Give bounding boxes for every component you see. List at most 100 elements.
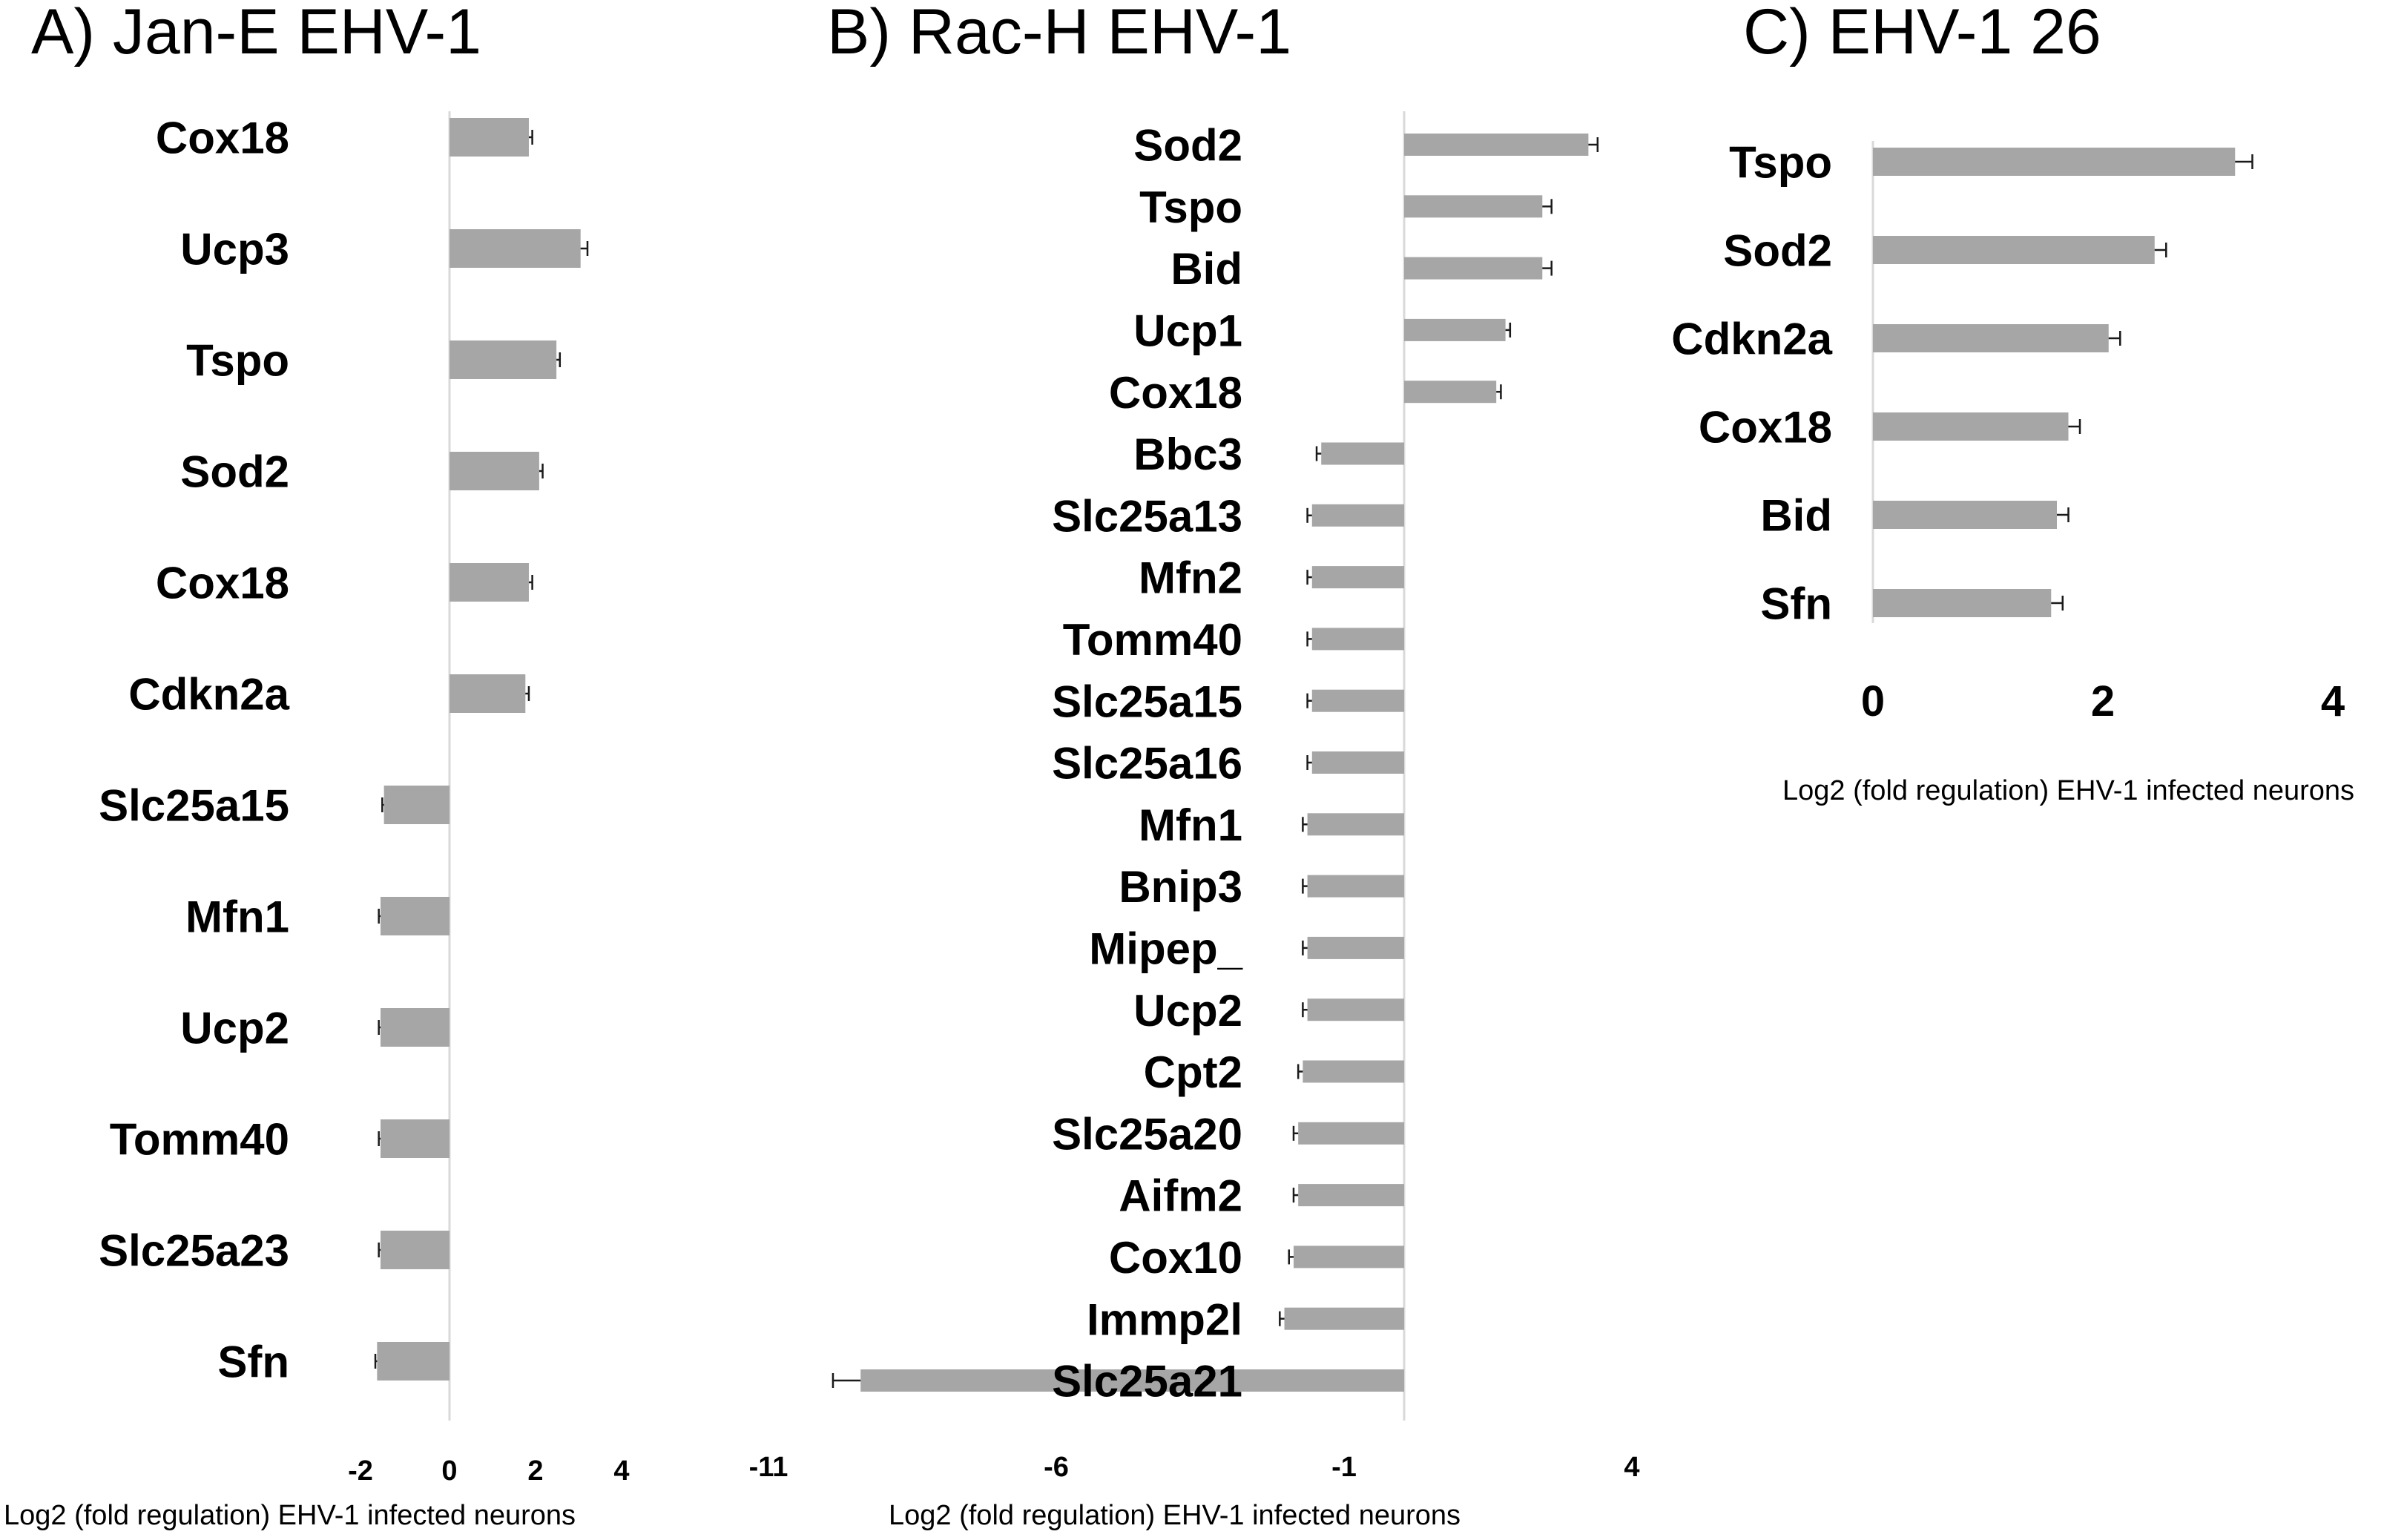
error-bar <box>2057 507 2070 522</box>
bar <box>1311 628 1404 651</box>
category-label: Cpt2 <box>1144 1047 1242 1097</box>
error-bar <box>1302 1002 1308 1018</box>
bar <box>1404 134 1589 156</box>
category-label: Bbc3 <box>1133 430 1242 479</box>
category-label: Slc25a15 <box>99 781 289 831</box>
bar <box>383 786 450 824</box>
bar <box>1873 148 2236 176</box>
error-bar <box>2051 596 2064 611</box>
error-bar <box>1279 1311 1285 1326</box>
category-label: Ucp2 <box>180 1004 289 1053</box>
category-label: Tspo <box>186 336 289 386</box>
error-bar <box>2154 243 2167 257</box>
error-bar <box>1496 384 1502 400</box>
category-label: Cox10 <box>1109 1233 1242 1283</box>
bar <box>1311 504 1404 527</box>
bar <box>450 452 539 490</box>
bar <box>1404 318 1506 341</box>
bar <box>1873 412 2069 441</box>
category-label: Immp2l <box>1087 1294 1242 1344</box>
bar <box>450 674 526 713</box>
category-label: Sod2 <box>1723 226 1832 276</box>
bar <box>1873 501 2057 529</box>
category-label: Sod2 <box>1133 121 1242 171</box>
error-bar <box>1297 1064 1303 1079</box>
bar <box>1321 442 1404 465</box>
bar <box>381 1231 450 1269</box>
error-bar <box>1306 631 1312 647</box>
error-bar <box>1315 446 1322 461</box>
panel-c: C) EHV-1 26 Tspo Sod2 Cdkn2a Cox18 Bid Sfn 0 2 4 L… <box>1671 0 2354 806</box>
error-bar <box>1302 817 1308 832</box>
bar <box>377 1342 450 1381</box>
error-bar <box>378 1020 381 1035</box>
bar <box>1311 689 1404 712</box>
bar <box>1404 257 1543 280</box>
bar <box>1303 1060 1404 1083</box>
bar <box>1311 566 1404 589</box>
bar <box>450 118 529 157</box>
category-label: Sod2 <box>180 447 289 497</box>
x-tick-label: -11 <box>749 1452 788 1483</box>
panel-b: B) Rac-H EHV-1 Sod2 Tspo Bid Ucp1 Cox18 Bbc3 Sl… <box>749 0 1640 1531</box>
category-label: Cox18 <box>156 113 289 163</box>
x-tick-label: -6 <box>1044 1452 1069 1483</box>
error-bar <box>1306 507 1312 523</box>
x-tick-label: -2 <box>348 1455 373 1487</box>
error-bar <box>1292 1125 1299 1141</box>
error-bar <box>1306 755 1312 770</box>
error-bar <box>1542 260 1552 276</box>
category-label: Bid <box>1760 491 1832 541</box>
bar <box>1298 1184 1404 1207</box>
x-tick-label: 0 <box>441 1455 457 1487</box>
category-label: Sfn <box>217 1337 289 1387</box>
bar <box>381 897 450 935</box>
error-bar <box>580 241 589 256</box>
category-label: Tspo <box>1729 138 1832 188</box>
category-label: Tspo <box>1139 182 1242 232</box>
bar <box>381 1119 450 1158</box>
error-bar <box>1302 878 1308 894</box>
x-tick-label: 2 <box>527 1455 543 1487</box>
category-label: Mfn1 <box>185 892 289 942</box>
error-bar <box>556 352 562 367</box>
category-label: Slc25a23 <box>99 1226 289 1276</box>
x-tick-label: -1 <box>1331 1452 1357 1483</box>
error-bar <box>528 130 533 145</box>
error-bar <box>832 1373 861 1388</box>
category-label: Ucp1 <box>1133 306 1242 356</box>
bar <box>1293 1246 1404 1268</box>
error-bar <box>528 575 533 590</box>
x-axis-label: Log2 (fold regulation) EHV-1 infected ne… <box>889 1500 1461 1531</box>
panel-title: C) EHV-1 26 <box>1743 0 2101 68</box>
x-axis-label: Log2 (fold regulation) EHV-1 infected ne… <box>1782 775 2354 806</box>
category-label: Mfn2 <box>1139 553 1242 603</box>
error-bar <box>381 797 384 812</box>
bar <box>1298 1122 1404 1145</box>
bar <box>1873 236 2155 264</box>
error-bar <box>2235 154 2253 169</box>
bar <box>450 229 581 268</box>
bar <box>1284 1307 1404 1330</box>
x-tick-label: 0 <box>1861 677 1885 725</box>
error-bar <box>1306 570 1312 585</box>
category-label: Ucp3 <box>180 225 289 274</box>
category-label: Cox18 <box>156 559 289 608</box>
category-label: Bid <box>1170 244 1242 294</box>
error-bar <box>1288 1249 1294 1265</box>
category-label: Slc25a20 <box>1052 1109 1242 1159</box>
category-label: Mipep_ <box>1089 924 1242 974</box>
category-label: Sfn <box>1760 579 1832 629</box>
bar <box>1307 936 1404 959</box>
error-bar <box>525 686 530 701</box>
error-bar <box>1302 940 1308 955</box>
x-tick-label: 4 <box>2321 677 2345 725</box>
bar <box>1311 751 1404 774</box>
bar <box>450 340 557 379</box>
panel-a: A) Jan-E EHV-1 Cox18 Ucp3 Tspo Sod2 Cox18 Cdkn… <box>4 0 630 1531</box>
error-bar <box>539 464 544 478</box>
panel-title: B) Rac-H EHV-1 <box>827 0 1291 68</box>
bar <box>1307 875 1404 898</box>
error-bar <box>2068 419 2081 434</box>
